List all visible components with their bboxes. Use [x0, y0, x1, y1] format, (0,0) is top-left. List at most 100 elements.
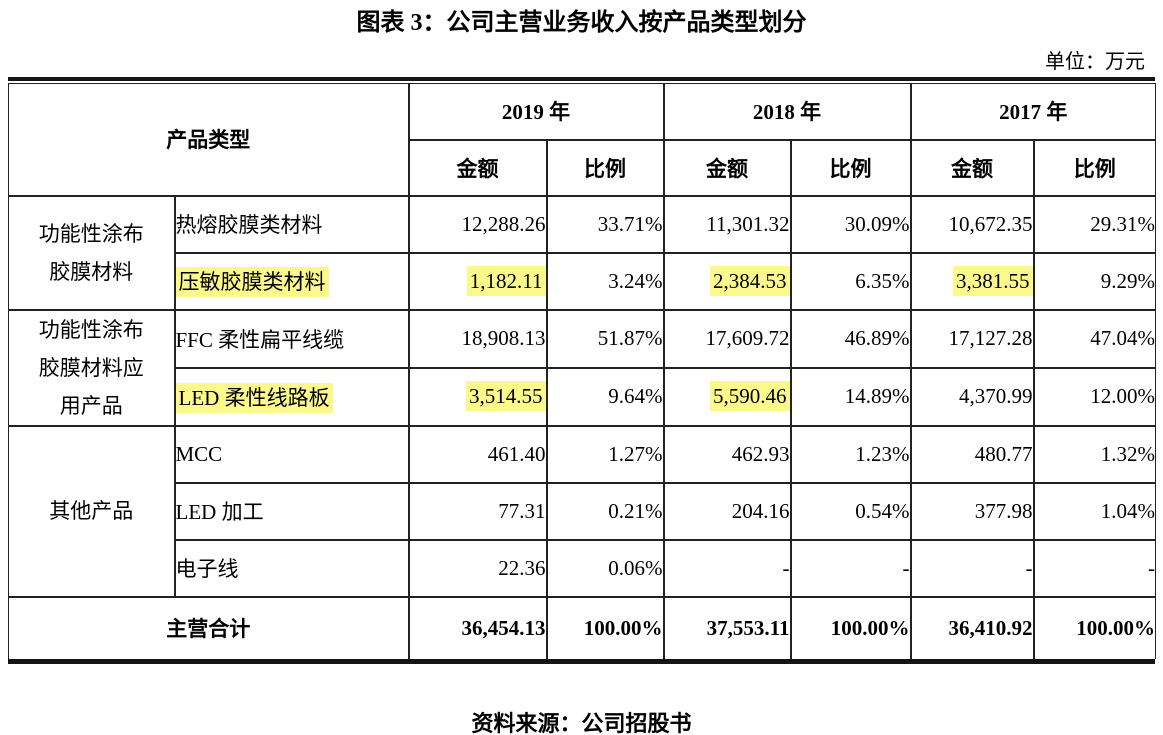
highlighted-value: 3,514.55	[466, 381, 545, 411]
group-cell-2: 其他产品	[8, 424, 176, 598]
highlighted-value: 3,381.55	[953, 265, 1032, 296]
product-cell: FFC 柔性扁平线缆	[173, 308, 410, 369]
page-title: 图表 3：公司主营业务收入按产品类型划分	[356, 10, 807, 36]
total-value-cell: 100.00%	[789, 595, 912, 659]
group-name-line: 胶膜材料	[49, 259, 134, 284]
value-cell: 5,590.46	[662, 366, 792, 427]
highlighted-value: 2,384.53	[710, 265, 789, 296]
value-cell: 1,182.11	[407, 251, 548, 311]
total-row: 主营合计 36,454.13 100.00% 37,553.11 100.00% 36,4…	[8, 595, 1156, 659]
value-cell: 11,301.32	[662, 194, 792, 254]
table-row: 压敏胶膜类材料 1,182.11 3.24% 2,384.53 6.35% 3,381.5…	[9, 251, 1156, 311]
value-cell: 17,609.72	[662, 308, 792, 369]
ratio-header-2: 比例	[1032, 138, 1156, 197]
value-cell: 377.98	[909, 481, 1035, 541]
amount-header-1: 金额	[662, 138, 792, 197]
value-cell: 0.21%	[545, 481, 665, 541]
table-row: LED 加工 77.31 0.21% 204.16 0.54% 377.98 1.04%	[9, 481, 1156, 541]
value-cell: 1.23%	[789, 424, 912, 484]
value-cell: 461.40	[407, 424, 548, 484]
value-cell: -	[1032, 538, 1156, 598]
group-name-line: 胶膜材料应	[38, 355, 144, 380]
value-cell: 1.04%	[1032, 481, 1156, 541]
value-cell: 0.06%	[545, 538, 665, 598]
value-cell: 9.29%	[1032, 251, 1156, 311]
total-value-cell: 36,454.13	[407, 595, 548, 659]
revenue-table: 产品类型 2019 年 2018 年 2017 年金额 比例 金额 比例 金额 比例 功能性涂布…	[8, 83, 1156, 659]
value-cell: 10,672.35	[909, 194, 1035, 254]
value-cell: -	[909, 538, 1035, 598]
ratio-header-1: 比例	[789, 138, 912, 197]
value-cell: 14.89%	[789, 366, 912, 427]
group-cell-1: 功能性涂布胶膜材料应用产品	[8, 308, 176, 427]
product-cell: 压敏胶膜类材料	[174, 251, 410, 311]
value-cell: 3.24%	[545, 251, 665, 311]
highlighted-product-name: 压敏胶膜类材料	[175, 267, 329, 297]
total-value-cell: 37,553.11	[662, 595, 792, 659]
highlighted-value: 5,590.46	[710, 381, 789, 411]
value-cell: 51.87%	[545, 308, 665, 369]
total-label-cell: 主营合计	[8, 595, 410, 659]
product-cell: 电子线	[174, 538, 410, 598]
group-name-line: 功能性涂布	[38, 221, 144, 246]
value-cell: 12.00%	[1032, 366, 1156, 427]
value-cell: 33.71%	[545, 194, 665, 254]
amount-header-2: 金额	[909, 138, 1035, 197]
total-value-cell: 100.00%	[1032, 595, 1156, 659]
product-cell: LED 加工	[174, 481, 410, 541]
value-cell: 12,288.26	[407, 194, 548, 254]
value-cell: 18,908.13	[407, 308, 548, 369]
value-cell: 1.32%	[1032, 424, 1156, 484]
value-cell: 47.04%	[1032, 308, 1156, 369]
value-cell: 6.35%	[789, 251, 912, 311]
value-cell: 30.09%	[789, 194, 912, 254]
value-cell: 0.54%	[789, 481, 912, 541]
value-cell: 9.64%	[545, 366, 665, 427]
source-note: 资料来源：公司招股书	[471, 710, 692, 735]
value-cell: 3,381.55	[909, 251, 1035, 311]
value-cell: 2,384.53	[662, 251, 792, 311]
total-value-cell: 100.00%	[545, 595, 665, 659]
value-cell: 4,370.99	[909, 366, 1035, 427]
group-name-line: 用产品	[59, 393, 123, 418]
value-cell: 3,514.55	[407, 366, 548, 427]
group-name-line: 功能性涂布	[38, 317, 144, 342]
header-row-subcolumns: 金额 比例 金额 比例 金额 比例	[9, 138, 1156, 197]
product-type-header: 产品类型	[8, 83, 410, 197]
year-header-2: 2017 年	[909, 83, 1156, 141]
value-cell: 462.93	[662, 424, 792, 484]
highlighted-product-name: LED 柔性线路板	[175, 382, 333, 413]
revenue-table-wrapper: 产品类型 2019 年 2018 年 2017 年金额 比例 金额 比例 金额 比例 功能性涂布…	[8, 77, 1156, 664]
value-cell: -	[789, 538, 912, 598]
product-cell: MCC	[173, 424, 410, 484]
amount-header-0: 金额	[408, 138, 548, 197]
unit-label: 单位：万元	[1045, 51, 1145, 73]
product-cell: 热熔胶膜类材料	[173, 194, 410, 254]
year-header-1: 2018 年	[662, 83, 912, 141]
value-cell: 29.31%	[1032, 194, 1156, 254]
value-cell: 77.31	[407, 481, 548, 541]
table-row: 功能性涂布 胶膜材料 热熔胶膜类材料 12,288.26 33.71% 11,301.32…	[8, 194, 1156, 311]
table-header: 产品类型 2019 年 2018 年 2017 年金额 比例 金额 比例 金额 比例	[8, 83, 1156, 197]
product-cell: LED 柔性线路板	[174, 366, 410, 427]
value-cell: 17,127.28	[909, 308, 1035, 369]
ratio-header-0: 比例	[545, 138, 665, 197]
table-row: 功能性涂布 胶膜材料应 用产品 FFC 柔性扁平线缆 18,908.13 51.87% 17…	[8, 308, 1156, 427]
group-name-line: 其他产品	[49, 499, 134, 523]
value-cell: 204.16	[662, 481, 792, 541]
table-row: 电子线 22.36 0.06% - - - -	[9, 538, 1156, 598]
year-header-0: 2019 年	[407, 83, 665, 141]
value-cell: 1.27%	[545, 424, 665, 484]
table-body: 功能性涂布 胶膜材料 热熔胶膜类材料 12,288.26 33.71% 11,301.32…	[8, 194, 1156, 659]
value-cell: 46.89%	[789, 308, 912, 369]
total-value-cell: 36,410.92	[909, 595, 1035, 659]
value-cell: -	[662, 538, 792, 598]
group-cell-0: 功能性涂布 胶膜材料	[8, 194, 176, 311]
table-row: LED 柔性线路板 3,514.55 9.64% 5,590.46 14.89% 4,37…	[9, 366, 1156, 427]
table-row: 其他产品 MCC 461.40 1.27% 462.93 1.23% 480.77 1.32%	[8, 424, 1156, 598]
value-cell: 22.36	[407, 538, 548, 598]
highlighted-value: 1,182.11	[466, 265, 545, 296]
header-row-years: 产品类型 2019 年 2018 年 2017 年	[8, 83, 1156, 197]
value-cell: 480.77	[909, 424, 1035, 484]
